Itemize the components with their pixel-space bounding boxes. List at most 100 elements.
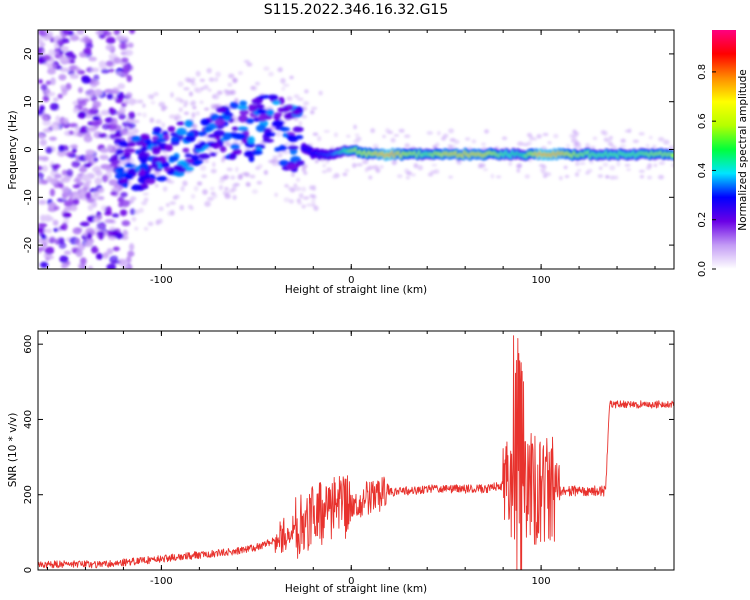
spectral-blob [575, 144, 582, 150]
spectral-blob [624, 163, 631, 167]
spectral-blob [95, 30, 103, 35]
spectral-blob [186, 131, 195, 138]
spectral-blob [196, 181, 203, 186]
spectral-blob [385, 128, 391, 134]
spectral-blob [173, 164, 184, 171]
spectral-blob [212, 93, 220, 100]
x-tick-label: 100 [532, 275, 551, 286]
spectral-blob [129, 196, 137, 201]
spectral-blob [184, 119, 194, 128]
spectral-blob [592, 136, 598, 141]
spectral-blob [138, 207, 144, 214]
spectral-blob [207, 88, 212, 92]
spectral-blob [311, 198, 316, 204]
spectral-blob [318, 90, 323, 96]
spectral-blob [52, 97, 59, 102]
spectral-blob [268, 71, 274, 77]
spectral-blob [355, 136, 362, 142]
snr-line [38, 335, 674, 570]
spectral-blob [77, 243, 86, 251]
spectral-blob [168, 180, 175, 184]
spectral-blob [161, 105, 166, 111]
spectral-blob [406, 171, 413, 176]
spectral-blob [121, 199, 131, 207]
spectral-blob [192, 105, 197, 110]
spectral-blob [517, 141, 524, 146]
spectral-blob [99, 154, 109, 161]
spectral-blob [232, 148, 242, 155]
spectral-blob [565, 144, 571, 148]
spectral-blob [126, 255, 132, 264]
spectral-blob [45, 91, 56, 97]
spectral-blob [79, 129, 87, 134]
spectral-blob [228, 73, 235, 79]
spectral-blob [77, 87, 83, 94]
spectral-blob [170, 136, 181, 143]
y-tick-label: -10 [23, 189, 34, 205]
spectral-blob [115, 35, 126, 41]
spectral-blob [271, 121, 283, 128]
spectral-blob [150, 100, 156, 105]
spectral-blob [123, 148, 136, 154]
spectral-blob [58, 242, 67, 249]
spectral-blob [96, 221, 107, 230]
spectrogram-x-label: Height of straight line (km) [285, 284, 427, 296]
spectral-blob [84, 241, 93, 248]
spectral-blob [81, 173, 90, 182]
spectral-blob [597, 174, 604, 179]
spectral-blob [277, 152, 283, 158]
spectral-blob [47, 62, 57, 70]
spectral-blob [128, 111, 136, 120]
spectral-blob [70, 64, 79, 71]
spectral-blob [93, 191, 100, 197]
spectral-blob [87, 204, 94, 211]
spectral-blob [522, 142, 529, 147]
spectral-blob [101, 174, 109, 183]
spectral-blob [533, 137, 537, 141]
spectral-blob [222, 132, 232, 141]
spectral-blob [413, 163, 419, 169]
spectral-blob [61, 261, 67, 268]
spectral-blob [526, 132, 533, 138]
spectral-blob [153, 92, 159, 97]
spectral-blob [284, 183, 289, 188]
spectral-blob [151, 163, 159, 169]
spectral-blob [155, 175, 168, 182]
spectral-blob [104, 206, 112, 215]
spectral-blob [212, 161, 216, 168]
spectral-blob [125, 92, 133, 99]
spectral-blob [658, 136, 665, 142]
spectral-blob [417, 165, 424, 171]
y-tick-label: 0 [23, 146, 34, 152]
spectral-blob [39, 139, 48, 146]
spectral-blob [609, 175, 616, 180]
spectral-blob [609, 165, 616, 171]
spectral-blob [351, 162, 357, 169]
snr-x-label: Height of straight line (km) [285, 583, 427, 595]
spectral-blob [58, 144, 65, 153]
spectral-blob [216, 90, 223, 95]
spectral-blob [163, 167, 171, 172]
spectral-blob [143, 226, 149, 231]
spectral-blob [81, 75, 91, 84]
spectral-blob [42, 119, 52, 126]
spectral-blob [131, 216, 137, 222]
spectral-blob [447, 144, 453, 148]
spectral-blob [301, 204, 306, 209]
spectral-blob [60, 45, 69, 52]
spectral-blob [125, 162, 132, 167]
spectral-blob [92, 116, 100, 121]
spectral-blob [398, 128, 405, 133]
spectral-blob [52, 219, 59, 226]
spectral-blob [198, 131, 207, 137]
spectral-blob [516, 163, 523, 169]
spectral-blob [614, 175, 619, 180]
spectral-blob [100, 109, 111, 116]
spectral-blob [119, 155, 126, 161]
spectral-blob [199, 165, 207, 171]
spectral-blob [128, 97, 136, 106]
spectral-blob [72, 192, 79, 199]
spectral-blob [301, 186, 307, 192]
spectral-blob [69, 204, 78, 212]
spectral-blob [296, 177, 301, 182]
